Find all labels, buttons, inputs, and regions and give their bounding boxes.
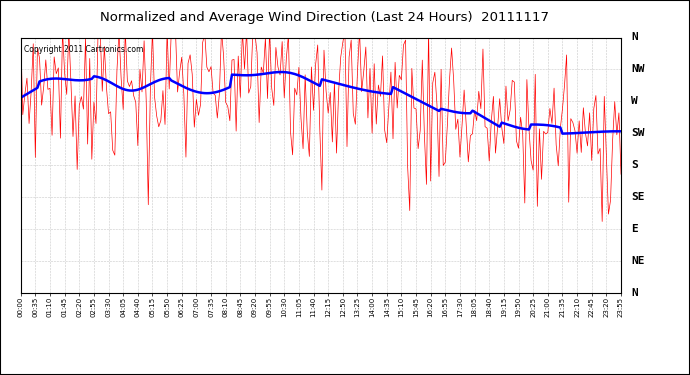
Text: Normalized and Average Wind Direction (Last 24 Hours)  20111117: Normalized and Average Wind Direction (L… (100, 11, 549, 24)
Text: S: S (631, 160, 638, 170)
Text: N: N (631, 288, 638, 297)
Text: W: W (631, 96, 638, 106)
Text: E: E (631, 224, 638, 234)
Text: SW: SW (631, 128, 645, 138)
Text: Copyright 2011 Cartronics.com: Copyright 2011 Cartronics.com (23, 45, 143, 54)
Text: NE: NE (631, 256, 645, 266)
Text: NW: NW (631, 64, 645, 74)
Text: N: N (631, 33, 638, 42)
Text: SE: SE (631, 192, 645, 202)
